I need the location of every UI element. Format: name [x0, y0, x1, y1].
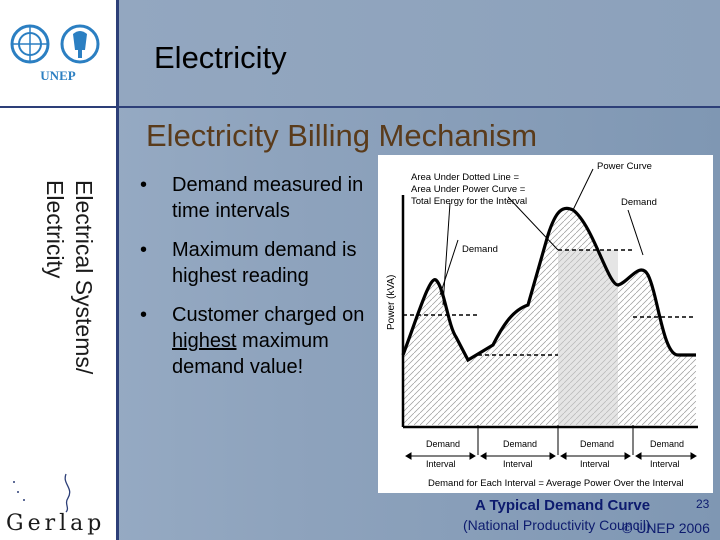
horizontal-divider [0, 106, 720, 108]
interval-label: Demand [426, 439, 460, 449]
sidebar-title-line1: Electrical Systems/ [71, 180, 97, 375]
interval-label: Interval [426, 459, 456, 469]
interval-label: Interval [503, 459, 533, 469]
figure-caption-source: (National Productivity Council) [463, 517, 651, 533]
left-sidebar [0, 106, 119, 540]
un-emblem-icon: UNEP [10, 24, 100, 83]
demand-curve-diagram: Area Under Dotted Line = Area Under Powe… [378, 155, 713, 493]
vertical-divider [116, 0, 119, 540]
power-curve-line [401, 206, 696, 363]
page-number: 23 [696, 497, 710, 511]
area-note-line2: Area Under Power Curve = [411, 184, 526, 195]
highest-link[interactable]: highest [172, 330, 237, 352]
y-axis-label: Power (kVA) [386, 275, 397, 330]
bullet-text: Demand measured in time intervals [172, 174, 364, 222]
area-note-line3: Total Energy for the Interval [411, 196, 527, 207]
header-band [119, 0, 720, 108]
demand-dotted-lines [403, 249, 696, 356]
sidebar-title-line2: Electricity [42, 180, 68, 279]
gerlap-logo-text: Gerlap [6, 511, 105, 536]
interval-label: Interval [580, 459, 610, 469]
figure-footer-note: Demand for Each Interval = Average Power… [428, 478, 684, 489]
area-note-line1: Area Under Dotted Line = [411, 172, 519, 183]
page-title: Electricity [154, 40, 287, 75]
bullet-text-end: maximum demand value! [172, 330, 329, 378]
power-curve-label: Power Curve [597, 161, 652, 172]
interval-label: Interval [650, 459, 680, 469]
gerlap-logo-icon: Gerlap [6, 473, 105, 536]
list-item: • Maximum demand is highest reading [138, 237, 374, 289]
peak-interval-shade [558, 250, 618, 425]
unep-logo-text: UNEP [40, 68, 75, 83]
figure-caption-title: A Typical Demand Curve [475, 497, 651, 514]
interval-label: Demand [503, 439, 537, 449]
slide-subtitle: Electricity Billing Mechanism [146, 118, 538, 153]
list-item: • Customer charged on highest maximum de… [138, 302, 374, 380]
bullet-icon: • [140, 304, 148, 326]
interval-label: Demand [650, 439, 684, 449]
bullet-text: Maximum demand is highest reading [172, 239, 357, 287]
energy-area [403, 208, 696, 425]
logo-panel: UNEP [0, 0, 119, 108]
list-item: • Demand measured in time intervals [138, 172, 374, 224]
bullet-text: Customer charged on [172, 304, 365, 326]
copyright-text: © UNEP 2006 [622, 520, 710, 536]
sidebar-vertical-title: Electrical Systems/ Electricity [28, 180, 98, 430]
interval-label: Demand [580, 439, 614, 449]
bullet-icon: • [140, 174, 148, 196]
demand-label-right: Demand [621, 197, 657, 208]
bullet-icon: • [140, 239, 148, 261]
demand-label-left: Demand [462, 244, 498, 255]
bullet-list: • Demand measured in time intervals • Ma… [138, 172, 374, 393]
demand-curve-figure: Area Under Dotted Line = Area Under Powe… [378, 155, 713, 493]
